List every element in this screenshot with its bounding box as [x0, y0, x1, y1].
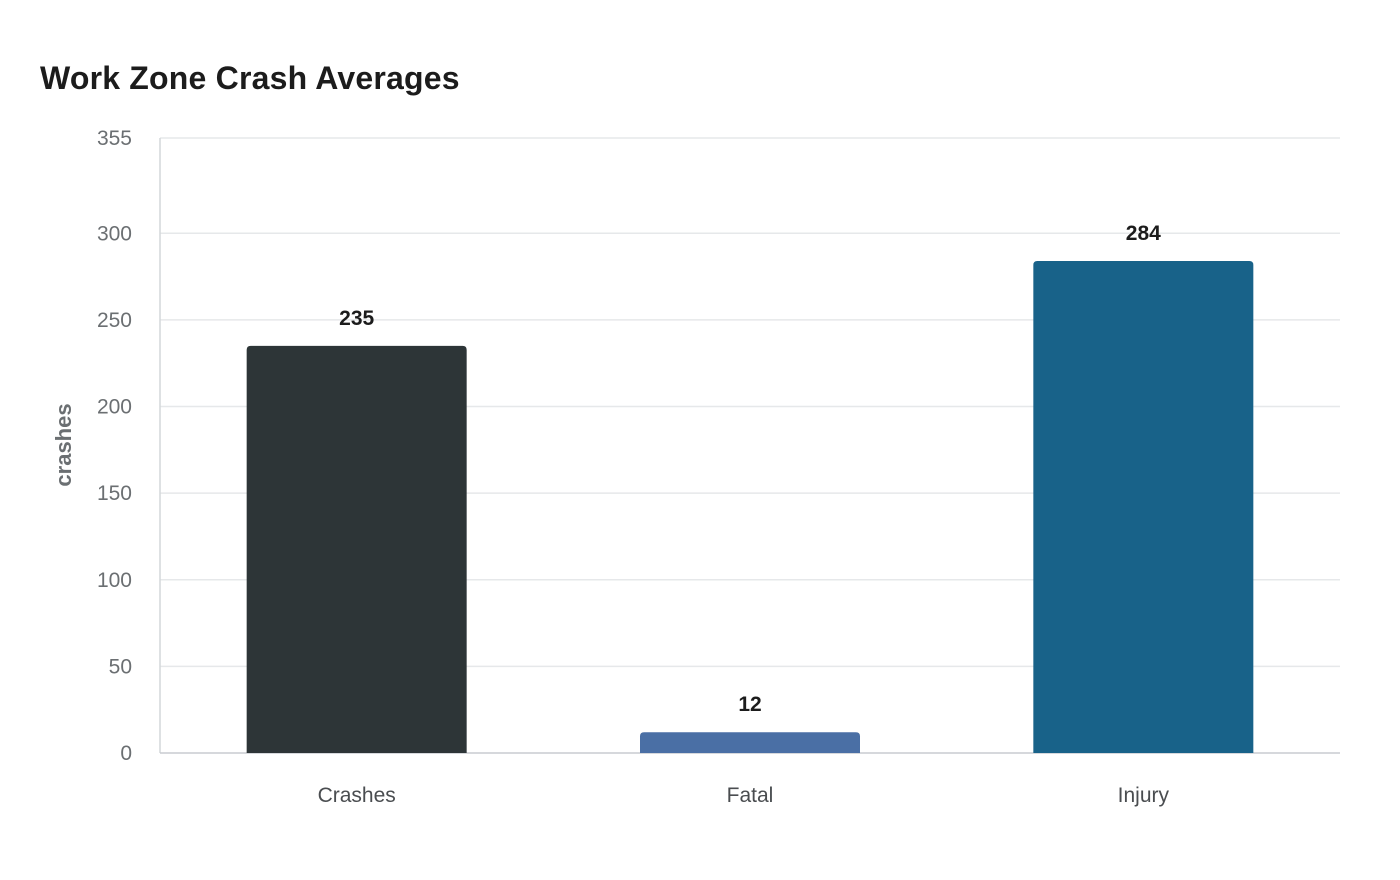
bar-value-label: 235 [339, 307, 374, 330]
bars [246, 261, 1254, 753]
y-axis-title: crashes [51, 403, 76, 486]
chart-title: Work Zone Crash Averages [40, 60, 460, 96]
x-tick-label: Injury [1118, 784, 1170, 807]
bar-fatal [640, 732, 860, 753]
y-tick-label: 200 [97, 396, 132, 419]
x-tick-label: Crashes [318, 784, 396, 807]
bar-value-label: 284 [1126, 222, 1161, 245]
bar-crashes [246, 345, 467, 753]
y-tick-label: 0 [120, 742, 132, 765]
x-tick-label: Fatal [727, 784, 774, 807]
bar-injury [1033, 261, 1254, 753]
y-tick-label: 250 [97, 309, 132, 332]
labels: 0 50 100 150 200 250 300 355 235 Crashes 12 Fatal 28… [97, 127, 1170, 807]
y-tick-label: 150 [97, 482, 132, 505]
y-tick-label: 50 [109, 655, 132, 678]
y-tick-label: 100 [97, 569, 132, 592]
bar-value-label: 12 [738, 693, 761, 716]
y-tick-label: 355 [97, 127, 132, 150]
y-tick-label: 300 [97, 222, 132, 245]
